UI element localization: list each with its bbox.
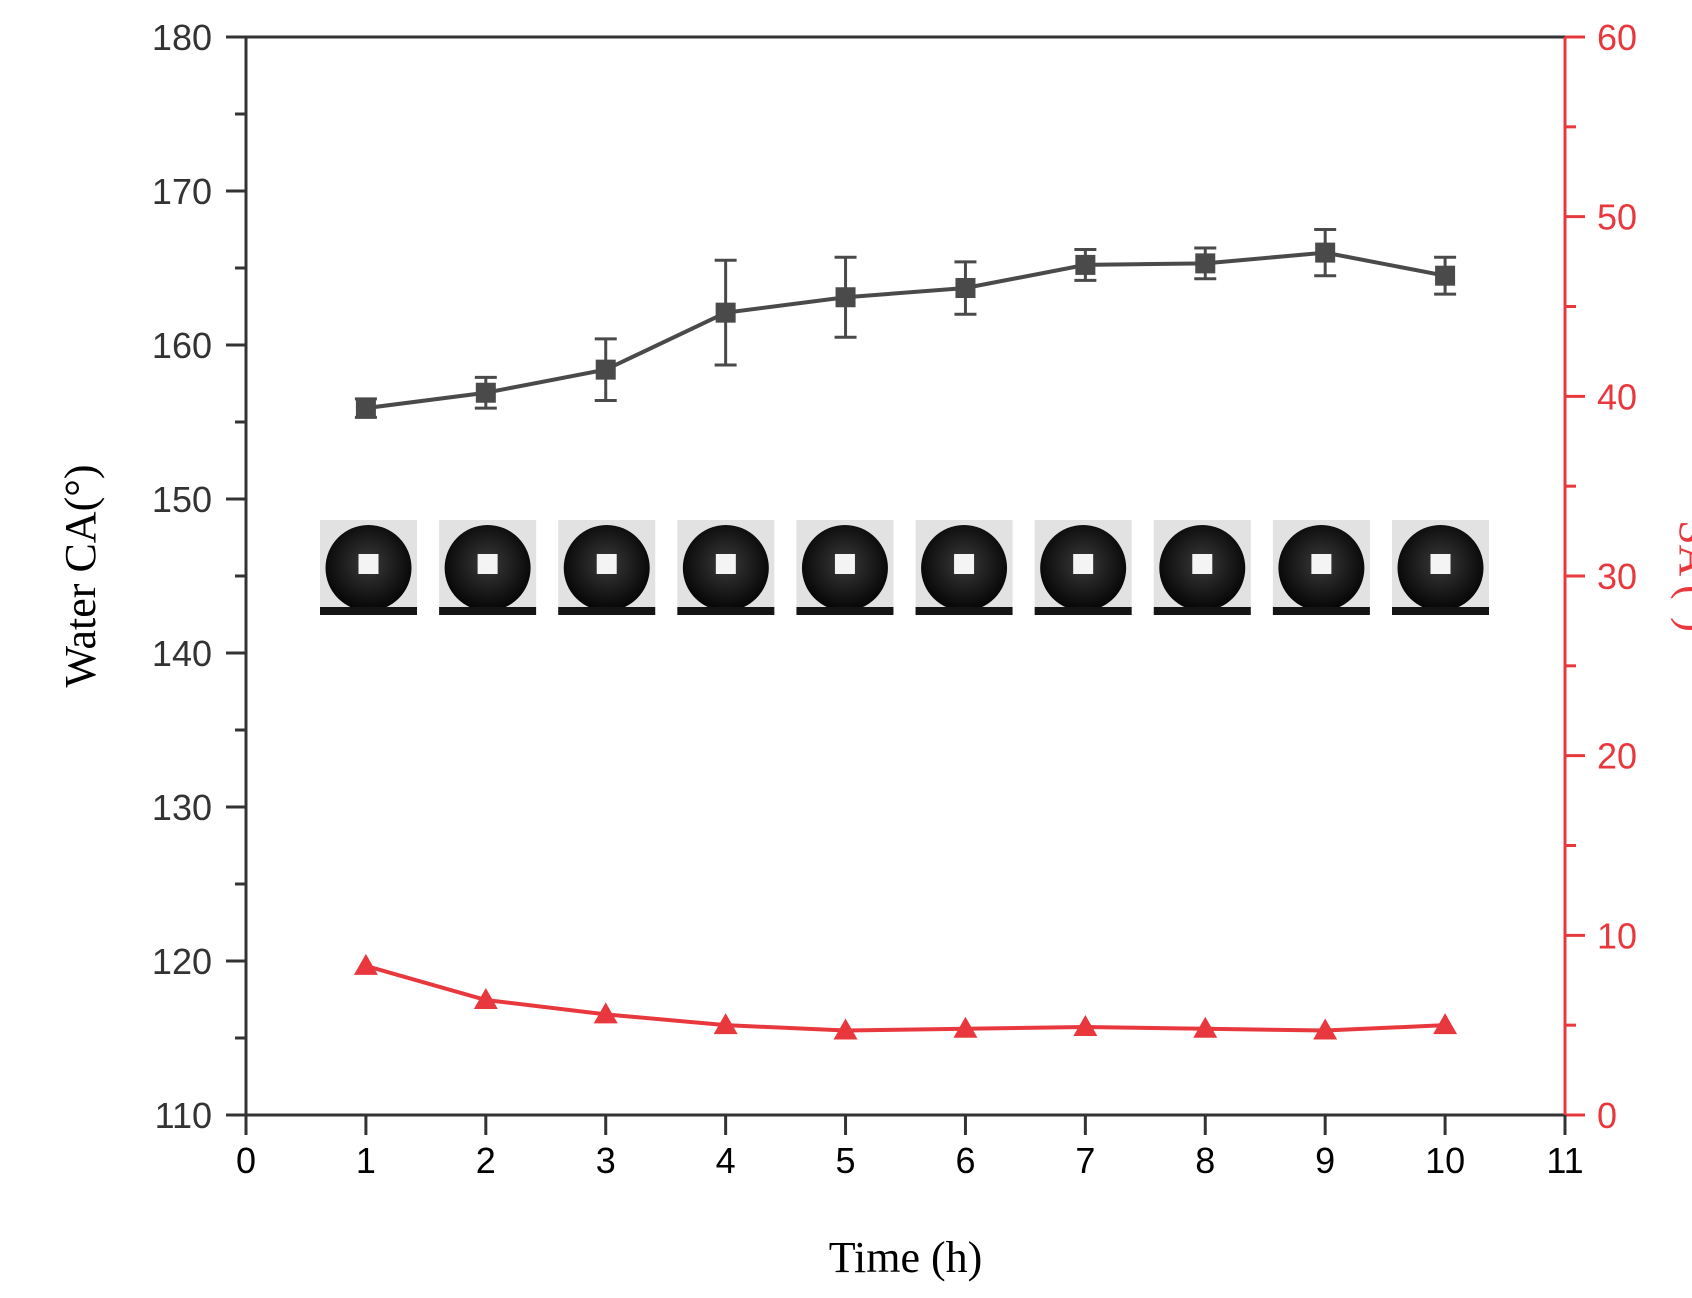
series-2-point: [833, 1018, 858, 1040]
droplet-image: [1392, 520, 1489, 615]
droplet-image: [1153, 520, 1251, 615]
droplet-substrate: [1272, 607, 1370, 615]
droplet-substrate: [439, 607, 537, 615]
droplet-substrate: [320, 607, 417, 615]
series: [353, 228, 1458, 1040]
x-tick-label: 3: [596, 1140, 616, 1181]
series-1-point: [835, 287, 856, 308]
y-tick-label: 160: [152, 325, 212, 366]
droplet-highlight: [1311, 554, 1332, 574]
droplet-substrate: [677, 607, 775, 615]
x-tick-label: 11: [1546, 1140, 1583, 1181]
droplet-highlight: [954, 554, 975, 574]
y2-tick-label: 20: [1597, 736, 1637, 777]
droplet-substrate: [915, 607, 1013, 615]
series-1-point: [475, 382, 496, 403]
series-1-line: [365, 250, 1446, 411]
x-tick-label: 5: [836, 1140, 856, 1181]
droplet-highlight: [715, 554, 736, 574]
series-1-point: [715, 302, 736, 323]
y-tick-label: 120: [152, 941, 212, 982]
y2-tick-label: 0: [1597, 1095, 1617, 1136]
x-tick-label: 6: [955, 1140, 975, 1181]
x-tick-label: 10: [1425, 1140, 1465, 1181]
y-axis-title: Water CA(°): [56, 465, 105, 688]
droplet-image: [439, 520, 537, 615]
x-axis-title: Time (h): [829, 1233, 983, 1282]
y2-tick-label: 50: [1597, 197, 1637, 238]
series-1-point: [1315, 242, 1336, 263]
series-2-point: [353, 953, 378, 975]
series-2-point: [473, 988, 498, 1010]
droplet-image: [677, 520, 775, 615]
droplet-substrate: [1392, 607, 1489, 615]
x-tick-label: 4: [716, 1140, 736, 1181]
series-1-point: [355, 398, 376, 419]
y-tick-label: 130: [152, 787, 212, 828]
series-2-point: [1313, 1018, 1338, 1040]
x-tick-label: 7: [1075, 1140, 1095, 1181]
x-tick-label: 2: [476, 1140, 496, 1181]
y2-tick-label: 40: [1597, 376, 1637, 417]
droplet-image: [1034, 520, 1132, 615]
droplet-highlight: [1192, 554, 1213, 574]
series-1-point: [1435, 265, 1456, 286]
series-1-point: [1075, 254, 1096, 275]
droplet-image: [796, 520, 894, 615]
series-2-point: [593, 1002, 618, 1024]
y2-tick-label: 10: [1597, 915, 1637, 956]
series-2-point: [713, 1013, 738, 1035]
droplet-substrate: [1153, 607, 1251, 615]
droplet-highlight: [1073, 554, 1094, 574]
y2-axis-title: SA (°): [1670, 520, 1692, 632]
droplet-highlight: [477, 554, 498, 574]
x-tick-label: 9: [1315, 1140, 1335, 1181]
y-tick-label: 140: [152, 633, 212, 674]
droplet-substrate: [558, 607, 656, 615]
y2-tick-label: 60: [1597, 17, 1637, 58]
droplet-substrate: [1034, 607, 1132, 615]
y-tick-label: 180: [152, 17, 212, 58]
y2-tick-label: 30: [1597, 556, 1637, 597]
series-1-point: [1195, 253, 1216, 274]
series-2-point: [953, 1016, 978, 1038]
y-tick-label: 150: [152, 479, 212, 520]
droplet-substrate: [796, 607, 894, 615]
axes: 110 120 130 140 150 160 170 180 0 10 20 30 40 50 60 0 1 2…: [152, 17, 1637, 1181]
droplet-highlight: [596, 554, 617, 574]
x-tick-label: 8: [1195, 1140, 1215, 1181]
series-2-point: [1073, 1014, 1098, 1036]
droplet-highlight: [834, 554, 855, 574]
y-tick-label: 170: [152, 171, 212, 212]
droplet-image: [1272, 520, 1370, 615]
x-tick-label: 0: [236, 1140, 256, 1181]
droplet-images: [320, 520, 1489, 615]
droplet-image: [915, 520, 1013, 615]
series-1-point: [595, 359, 616, 380]
droplet-highlight: [358, 554, 379, 574]
series-2-point: [1193, 1016, 1218, 1038]
x-tick-label: 1: [356, 1140, 376, 1181]
series-2-line: [365, 963, 1446, 1033]
droplet-image: [320, 520, 417, 615]
y-tick-label: 110: [155, 1095, 212, 1136]
droplet-highlight: [1430, 554, 1451, 574]
series-1-point: [955, 278, 976, 299]
series-2-point: [1433, 1013, 1458, 1035]
droplet-image: [558, 520, 656, 615]
